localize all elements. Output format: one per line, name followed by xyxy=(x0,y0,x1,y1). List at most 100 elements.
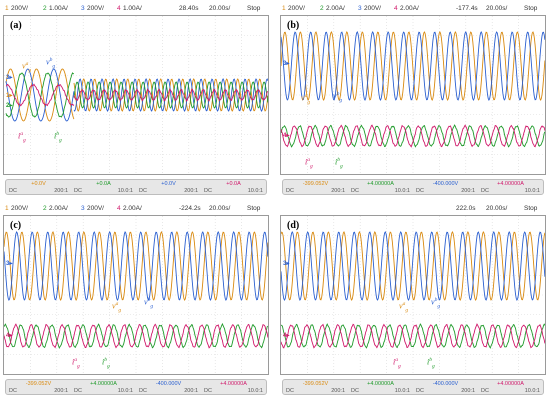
topbar-time: 28.40s xyxy=(179,5,199,12)
signal-symbol: v xyxy=(399,301,403,311)
current-b-trace xyxy=(281,124,545,148)
scope-panel-b: 1 200V/2 2.00A/3 200V/4 2.00A/-177.4s 20.00s/… xyxy=(280,3,546,203)
channel-settings-bar: +0.0V DC 200:1 +0.0A DC 10.0:1 +0.0V DC 200:1 +0.… xyxy=(5,179,267,195)
channel-coupling: DC xyxy=(204,388,212,394)
channel-coupling: DC xyxy=(351,388,359,394)
signal-symbol: v xyxy=(144,297,148,307)
channel-offset: +4.00000A xyxy=(367,381,394,387)
channel-offset: -400.000V xyxy=(155,381,182,387)
channel-offset: -399.052V xyxy=(25,381,52,387)
current-a-trace xyxy=(281,124,545,148)
channel-probe-ratio: 10.0:1 xyxy=(524,388,540,394)
channel-coupling: DC xyxy=(416,188,424,194)
channel-2-settings: +4.00000A DC 10.0:1 xyxy=(348,380,413,394)
waveform-svg xyxy=(281,216,545,374)
voltage-b-trace xyxy=(281,231,545,301)
channel-offset: +4.00000A xyxy=(497,381,524,387)
channel-scale-bar: 1 200V/2 2.00A/3 200V/4 2.00A/-224.2s 20.00s/… xyxy=(3,203,269,215)
channel-offset: +0.0A xyxy=(96,181,111,187)
current-b-trace-steady xyxy=(73,88,268,102)
channel-probe-ratio: 200:1 xyxy=(54,388,68,394)
channel-1-settings: -399.052V DC 200:1 xyxy=(283,180,348,194)
topbar-ch1-scale: 200V/ xyxy=(11,205,28,212)
voltage-b-trace xyxy=(5,68,75,122)
channel-2-settings: +0.0A DC 10.0:1 xyxy=(71,180,136,194)
channel-1-settings: +0.0V DC 200:1 xyxy=(6,180,71,194)
ch4-ground-marker: 4▸ xyxy=(6,333,13,339)
signal-subscript: g xyxy=(431,363,435,370)
voltage-b-trace-steady xyxy=(73,78,268,112)
channel-coupling: DC xyxy=(204,188,212,194)
channel-offset: -400.000V xyxy=(432,181,459,187)
signal-symbol: i xyxy=(427,357,430,367)
current-a-label: iag xyxy=(72,356,80,370)
signal-symbol: v xyxy=(301,93,305,103)
channel-scale-bar: 1 200V/2 2.00A/3 200V/4 2.00A/-177.4s 20.00s/… xyxy=(280,3,546,15)
topbar-time: -177.4s xyxy=(456,5,478,12)
signal-subscript: g xyxy=(339,97,343,104)
topbar-timebase: 20.00s/ xyxy=(209,5,231,12)
topbar-time: 222.0s xyxy=(456,205,476,212)
current-b-label: ibg xyxy=(102,356,110,370)
waveform-svg xyxy=(4,216,268,374)
waveform-screen: (d) vag vbg iag ibg 3▸ 4▸ xyxy=(280,215,546,375)
scope-panel-c: 1 200V/2 2.00A/3 200V/4 2.00A/-224.2s 20.00s/… xyxy=(3,203,269,403)
channel-coupling: DC xyxy=(139,188,147,194)
topbar-ch3-num: 3 xyxy=(358,5,362,12)
signal-phase: a xyxy=(395,357,398,363)
signal-symbol: i xyxy=(18,131,21,141)
topbar-ch2-num: 2 xyxy=(43,205,47,212)
signal-phase: a xyxy=(20,131,23,137)
topbar-ch1-scale: 200V/ xyxy=(11,5,28,12)
signal-phase: a xyxy=(307,157,310,163)
voltage-a-trace xyxy=(5,68,75,122)
waveform-screen: (a) vag vbg iag ibg 3▸ 1▸ 2▸ xyxy=(3,15,269,175)
channel-probe-ratio: 10.0:1 xyxy=(524,188,540,194)
topbar-ch4-scale: 2.00A/ xyxy=(400,5,419,12)
topbar-timebase: 20.00s/ xyxy=(486,5,508,12)
channel-probe-ratio: 10.0:1 xyxy=(117,388,133,394)
topbar-ch1-scale: 200V/ xyxy=(288,5,305,12)
voltage-a-label: vag xyxy=(399,300,408,314)
channel-4-settings: +4.00000A DC 10.0:1 xyxy=(478,180,543,194)
voltage-b-trace xyxy=(4,231,268,301)
channel-3-settings: -400.000V DC 200:1 xyxy=(136,380,201,394)
topbar-ch2-num: 2 xyxy=(320,5,324,12)
channel-1-settings: -399.052V DC 200:1 xyxy=(283,380,348,394)
topbar-state: Stop xyxy=(247,5,261,12)
voltage-b-label: vbg xyxy=(431,296,440,310)
channel-probe-ratio: 10.0:1 xyxy=(247,388,263,394)
signal-subscript: g xyxy=(52,63,56,70)
signal-symbol: v xyxy=(431,297,435,307)
channel-coupling: DC xyxy=(286,188,294,194)
channel-offset: +4.00000A xyxy=(497,181,524,187)
channel-coupling: DC xyxy=(286,388,294,394)
panel-label: (b) xyxy=(287,20,300,31)
channel-coupling: DC xyxy=(416,388,424,394)
voltage-a-label: vag xyxy=(301,92,310,106)
signal-subscript: g xyxy=(405,307,409,314)
signal-subscript: g xyxy=(28,67,32,74)
signal-subscript: g xyxy=(58,137,62,144)
ch3-ground-marker: 3▸ xyxy=(283,61,290,67)
channel-probe-ratio: 200:1 xyxy=(331,188,345,194)
channel-3-settings: -400.000V DC 200:1 xyxy=(413,180,478,194)
waveform-svg xyxy=(281,16,545,174)
channel-probe-ratio: 200:1 xyxy=(184,388,198,394)
signal-symbol: v xyxy=(46,57,50,67)
channel-settings-bar: -399.052V DC 200:1 +4.00000A DC 10.0:1 -400.00… xyxy=(282,379,544,395)
topbar-timebase: 20.00s/ xyxy=(486,205,508,212)
channel-coupling: DC xyxy=(9,188,17,194)
signal-phase: b xyxy=(434,297,438,303)
channel-probe-ratio: 200:1 xyxy=(54,188,68,194)
channel-offset: +4.00000A xyxy=(367,181,394,187)
topbar-ch2-num: 2 xyxy=(43,5,47,12)
scope-panel-d: 222.0s 20.00s/Stop (d) vag vbg iag ibg 3▸ 4▸ -399… xyxy=(280,203,546,403)
channel-offset: -399.052V xyxy=(302,181,329,187)
voltage-a-label: vag xyxy=(112,300,121,314)
voltage-a-trace xyxy=(281,30,545,102)
signal-symbol: v xyxy=(333,91,337,101)
current-a-label: iag xyxy=(305,156,313,170)
signal-phase: b xyxy=(49,57,53,63)
signal-phase: b xyxy=(336,91,340,97)
